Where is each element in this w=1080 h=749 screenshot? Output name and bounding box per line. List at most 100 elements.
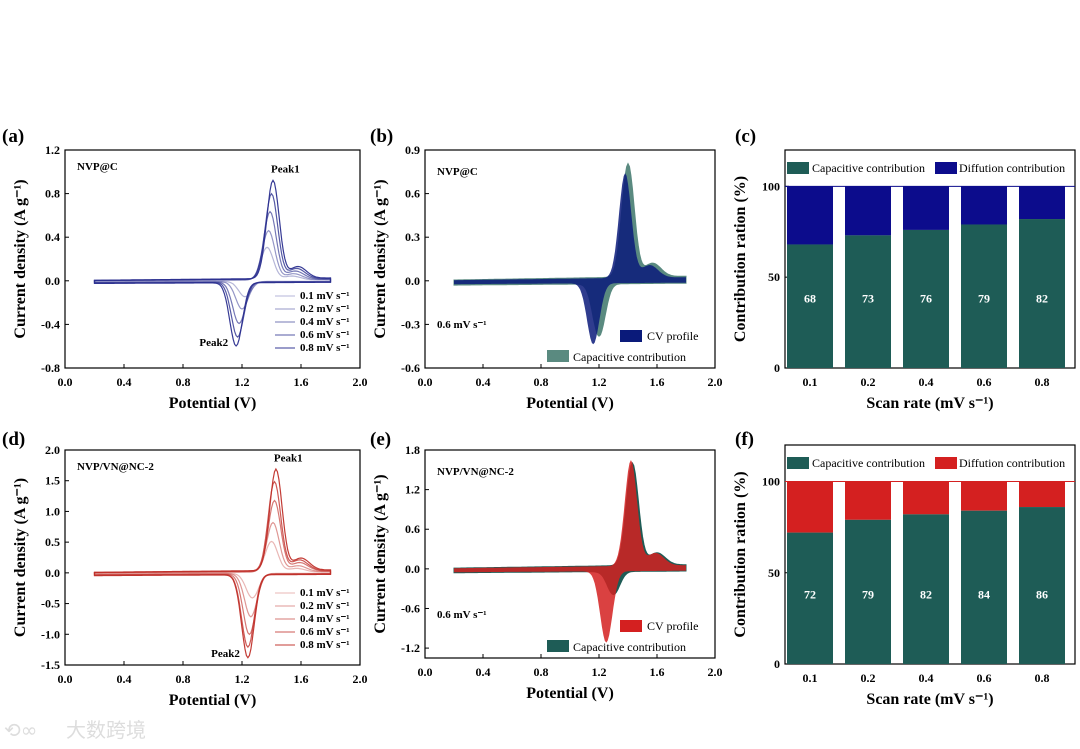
y-tick-label: -0.4 — [41, 317, 60, 331]
x-tick-label: 1.6 — [294, 375, 309, 389]
panel-label: (d) — [2, 429, 25, 450]
bar-capacitive — [1019, 507, 1065, 664]
x-tick-label: 0.4 — [117, 672, 132, 686]
bar-diffusion — [961, 186, 1007, 225]
x-axis-label: Potential (V) — [169, 395, 257, 412]
cv-curve — [93, 480, 332, 649]
watermark: 大数跨境 — [66, 718, 146, 742]
legend-swatch-diffusion — [935, 457, 957, 469]
x-axis-label: Potential (V) — [526, 395, 614, 412]
x-tick-label: 0.8 — [534, 665, 549, 679]
bar-value-label: 82 — [920, 587, 932, 601]
x-tick-label: 0.4 — [476, 375, 491, 389]
x-tick-label: 0.1 — [803, 375, 818, 389]
panel-e: (e) Potential (V) Current density (A g⁻¹)-… — [370, 429, 723, 702]
bar-diffusion — [961, 481, 1007, 511]
y-axis-label: Current density (A g⁻¹) — [12, 478, 29, 637]
y-tick-label: 50 — [768, 566, 780, 580]
legend-label: 0.1 mV s⁻¹ — [300, 587, 350, 599]
scan-rate-label: 0.6 mV s⁻¹ — [437, 319, 487, 331]
bar-capacitive — [787, 244, 833, 368]
y-tick-label: 0.3 — [405, 230, 420, 244]
capacitive-area — [453, 162, 687, 337]
x-tick-label: 1.6 — [294, 672, 309, 686]
panel-a: (a)Potential (V)Current density (A g⁻¹)-… — [2, 126, 368, 412]
bar-value-label: 82 — [1036, 292, 1048, 306]
legend-label: Capacitive contribution — [573, 350, 686, 364]
y-tick-label: 100 — [762, 179, 780, 193]
legend-label: 0.4 mV s⁻¹ — [300, 316, 350, 328]
cv-curve — [93, 467, 332, 659]
bar-capacitive — [903, 514, 949, 664]
bar-capacitive — [903, 229, 949, 368]
y-tick-label: -0.3 — [401, 317, 420, 331]
cv-curve — [93, 179, 332, 347]
peak2-annotation: Peak2 — [199, 337, 228, 349]
bar-capacitive — [787, 532, 833, 664]
legend-label: 0.4 mV s⁻¹ — [300, 613, 350, 625]
x-tick-label: 1.2 — [592, 665, 607, 679]
cv-curve — [93, 246, 332, 298]
panel-label: (e) — [370, 429, 391, 450]
bar-capacitive — [961, 510, 1007, 664]
sample-label: NVP/VN@NC-2 — [437, 466, 514, 478]
cv-curve — [93, 521, 332, 618]
legend-swatch-capacitive — [547, 350, 569, 362]
peak2-annotation: Peak2 — [211, 648, 240, 660]
x-tick-label: 0.4 — [117, 375, 132, 389]
x-tick-label: 1.2 — [235, 672, 250, 686]
x-axis-label: Potential (V) — [169, 692, 257, 709]
bar-value-label: 84 — [978, 587, 990, 601]
legend-label: Diffution contribution — [959, 456, 1065, 470]
legend-label: Diffution contribution — [959, 161, 1065, 175]
y-tick-label: 1.5 — [45, 474, 60, 488]
legend-swatch-capacitive — [787, 457, 809, 469]
y-tick-label: -0.8 — [41, 361, 60, 375]
x-tick-label: 0.0 — [58, 672, 73, 686]
y-tick-label: 1.8 — [405, 443, 420, 457]
x-tick-label: 2.0 — [708, 375, 723, 389]
legend-label: 0.2 mV s⁻¹ — [300, 600, 350, 612]
bar-value-label: 72 — [804, 587, 816, 601]
bar-diffusion — [1019, 481, 1065, 508]
y-axis-label: Current density (A g⁻¹) — [12, 179, 29, 338]
x-tick-label: 0.0 — [418, 375, 433, 389]
x-tick-label: 2.0 — [708, 665, 723, 679]
bar-diffusion — [1019, 186, 1065, 220]
scan-rate-label: 0.6 mV s⁻¹ — [437, 609, 487, 621]
sample-label: NVP/VN@NC-2 — [77, 461, 154, 473]
y-tick-label: -0.6 — [401, 361, 420, 375]
cv-curve — [93, 229, 332, 310]
bar-value-label: 68 — [804, 292, 816, 306]
plot-frame — [64, 149, 361, 369]
y-tick-label: 0.4 — [45, 230, 60, 244]
legend-label: Capacitive contribution — [812, 456, 925, 470]
x-tick-label: 0.4 — [476, 665, 491, 679]
legend-label: Capacitive contribution — [812, 161, 925, 175]
x-tick-label: 0.0 — [58, 375, 73, 389]
bar-value-label: 76 — [920, 292, 932, 306]
panel-label: (a) — [2, 126, 24, 147]
x-tick-label: 0.2 — [861, 375, 876, 389]
panel-label: (b) — [370, 126, 393, 147]
legend-label: 0.6 mV s⁻¹ — [300, 626, 350, 638]
cv-profile-area — [454, 173, 686, 345]
bar-diffusion — [903, 481, 949, 515]
legend-label: CV profile — [647, 329, 698, 343]
y-tick-label: 0.9 — [405, 143, 420, 157]
y-tick-label: 0.0 — [405, 562, 420, 576]
legend-label: 0.8 mV s⁻¹ — [300, 639, 350, 651]
bar-diffusion — [845, 481, 891, 520]
plot-frame — [64, 449, 361, 666]
y-tick-label: 0.8 — [45, 187, 60, 201]
y-tick-label: 100 — [762, 475, 780, 489]
y-axis-label: Contribution ration (%) — [732, 471, 749, 637]
peak1-annotation: Peak1 — [271, 164, 300, 176]
x-tick-label: 0.8 — [534, 375, 549, 389]
x-tick-label: 0.2 — [861, 671, 876, 685]
y-tick-label: 0.6 — [405, 522, 420, 536]
y-tick-label: 0.0 — [45, 566, 60, 580]
x-tick-label: 1.2 — [235, 375, 250, 389]
y-tick-label: 0.0 — [405, 274, 420, 288]
capacitive-area — [453, 461, 687, 596]
